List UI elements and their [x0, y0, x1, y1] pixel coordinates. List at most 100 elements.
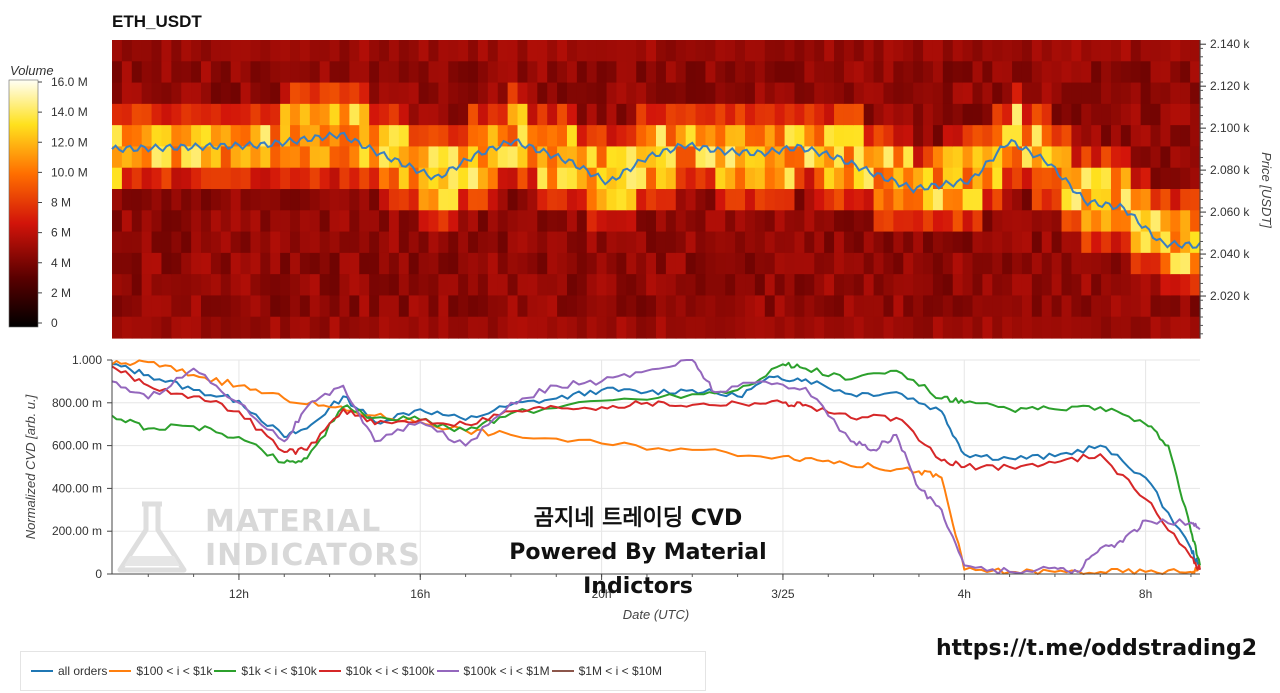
heatmap-cell — [240, 103, 252, 126]
heatmap-cell — [260, 146, 271, 169]
heatmap-cell — [1101, 252, 1112, 275]
heatmap-cell — [309, 189, 321, 211]
heatmap-cell — [695, 167, 707, 190]
heatmap-cell — [1170, 274, 1181, 297]
heatmap-cell — [201, 316, 212, 339]
legend-item[interactable]: $100 < i < $1k — [109, 664, 212, 678]
heatmap-cell — [646, 274, 657, 297]
heatmap-cell — [270, 167, 281, 190]
heatmap-cell — [972, 231, 983, 254]
heatmap-cell — [537, 295, 548, 318]
heatmap-cell — [1180, 125, 1191, 148]
heatmap-cell — [408, 316, 420, 339]
heatmap-cell — [388, 125, 400, 148]
heatmap-cell — [764, 146, 776, 169]
heatmap-cell — [448, 274, 459, 297]
heatmap-cell — [962, 295, 974, 318]
heatmap-cell — [121, 295, 133, 318]
heatmap-cell — [1140, 274, 1152, 297]
heatmap-cell — [685, 61, 697, 84]
heatmap-cell — [962, 61, 974, 84]
heatmap-cell — [438, 61, 449, 84]
legend-item[interactable]: all orders — [31, 664, 107, 678]
legend-item[interactable]: $1k < i < $10k — [214, 664, 317, 678]
heatmap-cell — [774, 274, 786, 297]
heatmap-cell — [141, 210, 153, 233]
heatmap-cell — [893, 146, 904, 169]
heatmap-cell — [665, 295, 677, 318]
heatmap-cell — [824, 252, 835, 275]
heatmap-cell — [329, 40, 341, 62]
heatmap-cell — [705, 82, 716, 105]
heatmap-cell — [754, 210, 766, 233]
heatmap-cell — [112, 316, 123, 339]
heatmap-cell — [557, 210, 568, 233]
heatmap-cell — [1031, 167, 1043, 190]
heatmap-cell — [596, 146, 608, 169]
heatmap-cell — [112, 40, 123, 62]
heatmap-cell — [834, 316, 845, 339]
heatmap-cell — [468, 295, 479, 318]
heatmap-cell — [863, 189, 875, 211]
heatmap-cell — [210, 61, 222, 84]
heatmap-cell — [665, 61, 677, 84]
heatmap-cell — [606, 316, 618, 339]
heatmap-cell — [151, 146, 163, 169]
heatmap-cell — [487, 82, 499, 105]
heatmap-cell — [586, 103, 598, 126]
heatmap-cell — [151, 82, 163, 105]
heatmap-cell — [932, 210, 944, 233]
heatmap-cell — [537, 146, 548, 169]
heatmap-cell — [240, 274, 252, 297]
heatmap-cell — [428, 189, 439, 211]
heatmap-cell — [705, 252, 716, 275]
heatmap-cell — [596, 316, 608, 339]
heatmap-cell — [1101, 316, 1112, 339]
heatmap-cell — [903, 125, 914, 148]
heatmap-cell — [131, 189, 143, 211]
heatmap-cell — [458, 167, 469, 190]
heatmap-cell — [685, 295, 697, 318]
heatmap-cell — [576, 252, 588, 275]
heatmap-cell — [1140, 231, 1152, 254]
heatmap-cell — [1051, 210, 1063, 233]
heatmap-cell — [834, 40, 845, 62]
legend-item[interactable]: $10k < i < $100k — [318, 664, 435, 678]
heatmap-cell — [131, 231, 143, 254]
heatmap-cell — [468, 316, 479, 339]
heatmap-cell — [952, 167, 964, 190]
heatmap-cell — [1101, 125, 1112, 148]
heatmap-cell — [754, 274, 766, 297]
heatmap-cell — [210, 210, 222, 233]
legend-item[interactable]: $1M < i < $10M — [551, 664, 662, 678]
heatmap-cell — [636, 40, 647, 62]
heatmap-cell — [1081, 61, 1092, 84]
heatmap-cell — [1130, 189, 1142, 211]
heatmap-cell — [1110, 252, 1122, 275]
legend-item[interactable]: $100k < i < $1M — [436, 664, 550, 678]
heatmap-cell — [1160, 125, 1171, 148]
heatmap-cell — [596, 252, 608, 275]
heatmap-cell — [1041, 189, 1053, 211]
heatmap-cell — [932, 274, 944, 297]
heatmap-cell — [992, 146, 1003, 169]
heatmap-cell — [379, 295, 390, 318]
telegram-link[interactable]: https://t.me/oddstrading2 — [936, 636, 1258, 661]
heatmap-cell — [329, 82, 341, 105]
price-tick-label: 2.040 k — [1210, 247, 1250, 261]
heatmap-cell — [458, 40, 469, 62]
heatmap-cell — [290, 125, 301, 148]
heatmap-cell — [220, 146, 232, 169]
heatmap-cell — [646, 146, 657, 169]
heatmap-cell — [547, 316, 558, 339]
heatmap-cell — [1150, 231, 1162, 254]
heatmap-cell — [388, 231, 400, 254]
heatmap-cell — [705, 40, 716, 62]
heatmap-cell — [1012, 210, 1023, 233]
heatmap-cell — [903, 316, 914, 339]
heatmap-cell — [863, 40, 875, 62]
colorbar-tick-label: 2 M — [51, 286, 71, 300]
heatmap-cell — [982, 210, 993, 233]
heatmap-cell — [201, 61, 212, 84]
heatmap-cell — [161, 61, 172, 84]
